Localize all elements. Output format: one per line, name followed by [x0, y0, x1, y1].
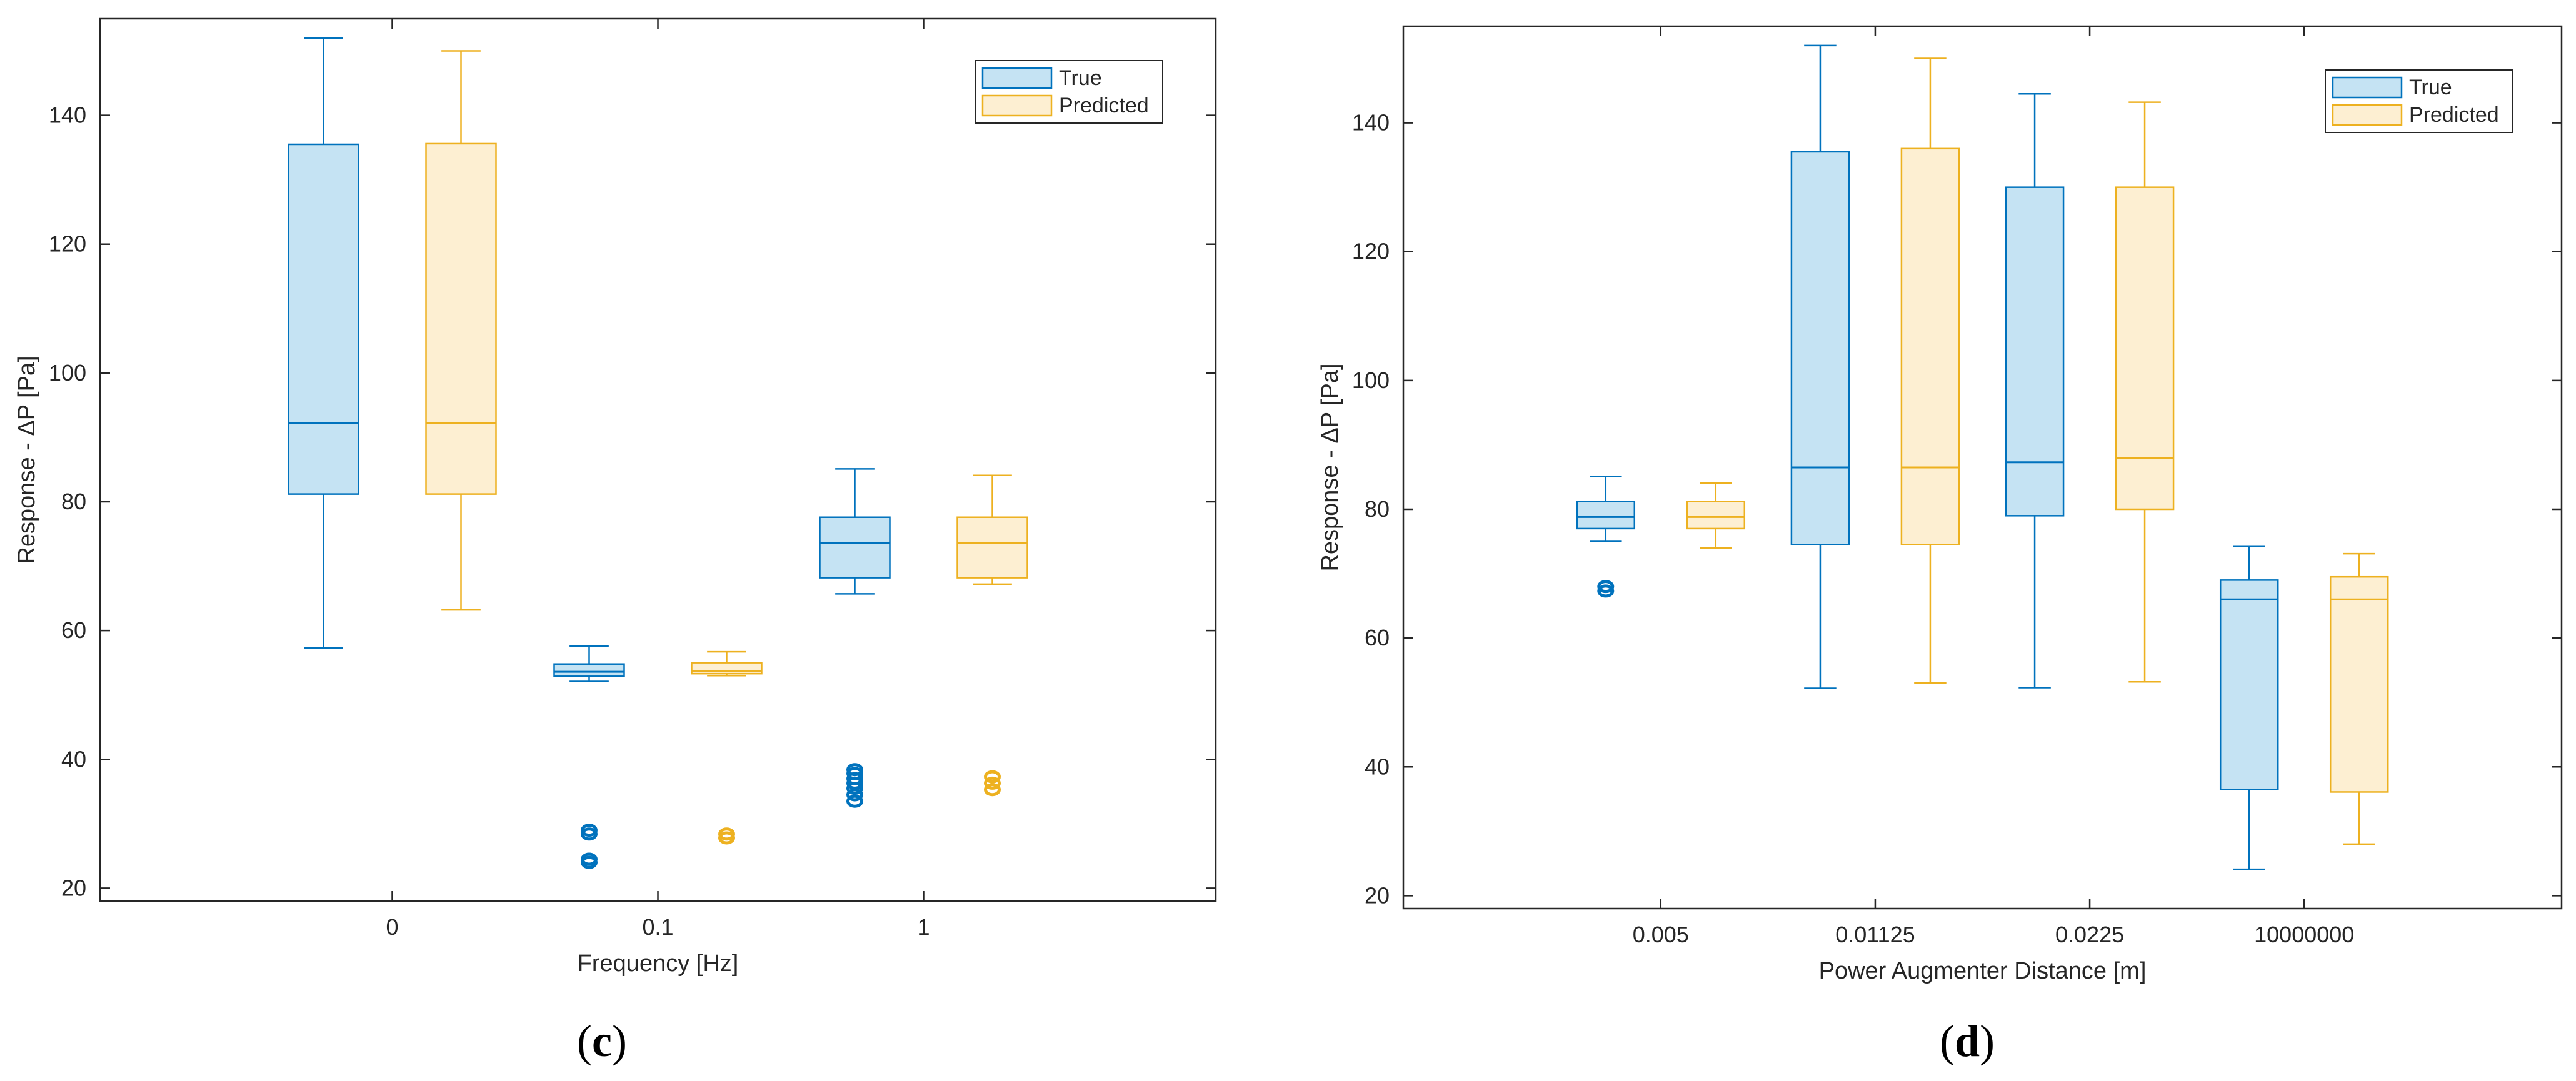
iqr-box	[425, 142, 497, 495]
box-true-10000000	[2219, 545, 2279, 870]
iqr-box	[956, 516, 1028, 579]
box-predicted-0	[425, 50, 497, 611]
y-tick-label: 100	[49, 360, 86, 386]
x-tick-label: 0.1	[642, 914, 673, 940]
y-axis-label: Response - ΔP [Pa]	[14, 356, 40, 564]
x-ticks: 0.005 0.01125 0.0225 10000000	[1633, 26, 2354, 947]
outlier-point	[581, 827, 598, 841]
x-tick-label: 0.01125	[1835, 922, 1915, 947]
outlier-point	[1597, 584, 1615, 598]
y-ticks: 20 40 60 80 100 120 140	[49, 102, 1216, 900]
legend-label-predicted: Predicted	[2409, 103, 2499, 127]
legend-swatch-predicted	[2332, 104, 2403, 126]
box-true-0.005	[1576, 476, 1636, 598]
y-tick-label: 120	[49, 231, 86, 257]
iqr-box	[288, 143, 359, 495]
y-ticks: 20 40 60 80 100 120 140	[1352, 110, 2562, 908]
legend-swatch-true	[2332, 76, 2403, 99]
box-true-0.01125	[1790, 44, 1850, 689]
iqr-box	[553, 663, 625, 677]
y-tick-label: 20	[61, 875, 86, 900]
y-tick-label: 40	[1365, 754, 1390, 779]
x-tick-label: 0	[386, 914, 398, 940]
legend-swatch-true	[981, 67, 1053, 89]
x-tick-label: 0.005	[1633, 922, 1689, 947]
iqr-box	[1576, 501, 1636, 530]
box-predicted-0.0225	[2115, 101, 2175, 683]
y-tick-label: 60	[1365, 625, 1390, 650]
y-tick-label: 40	[61, 746, 86, 772]
x-axis-label: Power Augmenter Distance [m]	[1819, 958, 2147, 984]
x-ticks: 0 0.1 1	[386, 19, 930, 940]
legend-label-true: True	[1059, 66, 1102, 90]
outlier-point	[984, 770, 1001, 784]
iqr-box	[2005, 186, 2065, 517]
y-tick-label: 140	[1352, 110, 1390, 136]
y-tick-label: 80	[1365, 496, 1390, 522]
box-true-1	[819, 468, 891, 808]
box-true-0.1	[553, 645, 625, 869]
outlier-point	[718, 827, 735, 841]
y-tick-label: 80	[61, 489, 86, 514]
box-series	[288, 37, 1028, 869]
axes-frame	[1402, 25, 2563, 910]
iqr-box	[2219, 579, 2279, 790]
box-series	[1576, 44, 2389, 870]
y-tick-label: 60	[61, 617, 86, 643]
y-axis-label: Response - ΔP [Pa]	[1317, 363, 1343, 571]
iqr-box	[2329, 575, 2389, 793]
legend: True Predicted	[975, 60, 1163, 124]
panel-label-d: (d)	[1940, 1016, 1995, 1066]
box-true-0.0225	[2005, 92, 2065, 689]
x-tick-label: 1	[917, 914, 930, 940]
outlier-point	[718, 831, 735, 845]
box-predicted-10000000	[2329, 552, 2389, 845]
panel-d-chart: 20 40 60 80 100 120 140 0.005 0.01125 0.0225 1000…	[1317, 25, 2563, 1066]
legend-label-true: True	[2409, 76, 2452, 99]
box-true-0	[288, 37, 359, 649]
outlier-point	[846, 767, 863, 780]
outlier-point	[846, 794, 863, 808]
outlier-point	[1597, 580, 1615, 594]
y-tick-label: 20	[1365, 882, 1390, 908]
box-predicted-1	[956, 474, 1028, 797]
outlier-point	[846, 788, 863, 802]
outlier-point	[846, 763, 863, 777]
legend-swatch-predicted	[981, 94, 1053, 117]
y-tick-label: 120	[1352, 239, 1390, 264]
box-predicted-0.005	[1686, 482, 1746, 549]
legend: True Predicted	[2325, 69, 2513, 133]
y-tick-label: 100	[1352, 367, 1390, 393]
box-predicted-0.01125	[1900, 57, 1960, 684]
box-predicted-0.1	[691, 650, 763, 845]
iqr-box	[2115, 186, 2175, 511]
iqr-box	[819, 516, 891, 579]
x-tick-label: 10000000	[2254, 922, 2354, 947]
x-tick-label: 0.0225	[2055, 922, 2124, 947]
axes-frame	[99, 17, 1217, 902]
plot-area	[100, 19, 1216, 901]
iqr-box	[1686, 501, 1746, 530]
iqr-box	[1790, 151, 1850, 545]
y-tick-label: 140	[49, 102, 86, 128]
panel-label-c: (c)	[577, 1016, 627, 1066]
outlier-point	[581, 852, 598, 866]
outlier-point	[984, 776, 1001, 790]
iqr-box	[1900, 147, 1960, 545]
outlier-point	[581, 824, 598, 837]
x-axis-label: Frequency [Hz]	[578, 950, 739, 977]
legend-label-predicted: Predicted	[1059, 94, 1149, 117]
outlier-point	[984, 783, 1001, 797]
